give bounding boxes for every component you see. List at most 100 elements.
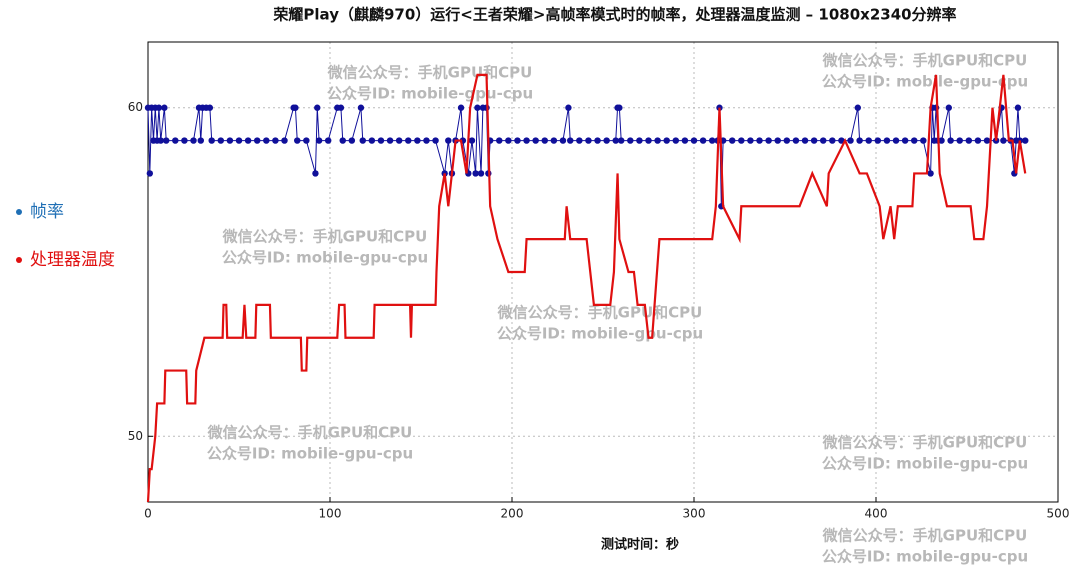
watermark: 公众号ID: mobile-gpu-cpu xyxy=(327,85,533,103)
data-point xyxy=(690,137,698,144)
data-point xyxy=(603,137,610,144)
data-point xyxy=(303,137,310,144)
data-point xyxy=(612,137,619,144)
data-point xyxy=(423,137,430,144)
data-point xyxy=(810,137,818,144)
data-point xyxy=(157,137,164,144)
data-point xyxy=(472,170,479,177)
data-point xyxy=(920,137,927,144)
y-tick-label: 50 xyxy=(128,429,143,443)
data-point xyxy=(1014,104,1022,111)
x-tick-label: 300 xyxy=(683,507,706,521)
x-tick-label: 200 xyxy=(501,507,524,521)
data-point xyxy=(738,137,745,144)
data-point xyxy=(368,137,376,144)
data-point xyxy=(974,137,982,144)
data-point xyxy=(1022,137,1029,144)
data-point xyxy=(838,137,845,144)
watermark: 微信公众号：手机GPU和CPU xyxy=(327,64,533,82)
x-tick-label: 100 xyxy=(319,507,342,521)
legend-label: 处理器温度 xyxy=(30,250,115,270)
watermark: 微信公众号：手机GPU和CPU xyxy=(822,52,1028,70)
data-point xyxy=(496,137,503,144)
watermark: 微信公众号：手机GPU和CPU xyxy=(222,228,428,246)
data-point xyxy=(505,137,512,144)
data-point xyxy=(792,137,800,144)
data-point xyxy=(532,137,539,144)
data-point xyxy=(294,137,301,144)
data-point xyxy=(865,137,872,144)
watermark: 公众号ID: mobile-gpu-cpu xyxy=(822,548,1028,566)
data-point xyxy=(576,137,583,144)
data-point xyxy=(892,137,900,144)
data-point xyxy=(663,137,670,144)
data-point xyxy=(541,137,548,144)
data-point xyxy=(645,137,652,144)
data-point xyxy=(847,137,854,144)
legend-marker xyxy=(16,209,22,215)
data-point xyxy=(729,137,736,144)
data-point xyxy=(432,137,439,144)
data-point xyxy=(190,137,197,144)
data-point xyxy=(618,137,625,144)
data-point xyxy=(172,137,179,144)
data-point xyxy=(474,104,481,111)
data-point xyxy=(616,104,623,111)
data-point xyxy=(783,137,791,144)
legend-marker xyxy=(16,257,22,263)
x-tick-label: 0 xyxy=(144,507,152,521)
x-axis-label: 测试时间：秒 xyxy=(601,537,679,553)
data-point xyxy=(235,137,243,144)
data-point xyxy=(901,137,909,144)
data-point xyxy=(208,137,215,144)
data-point xyxy=(315,137,323,144)
data-point xyxy=(414,137,421,144)
data-point xyxy=(1000,137,1007,144)
watermark: 公众号ID: mobile-gpu-cpu xyxy=(222,249,428,267)
data-point xyxy=(477,170,485,177)
data-point xyxy=(163,137,170,144)
x-tick-label: 400 xyxy=(865,507,888,521)
data-point xyxy=(774,137,781,144)
data-point xyxy=(801,137,809,144)
data-point xyxy=(405,137,412,144)
data-point xyxy=(197,137,204,144)
data-point xyxy=(263,137,270,144)
data-point xyxy=(457,104,465,111)
data-point xyxy=(965,137,973,144)
data-point xyxy=(146,170,154,177)
data-point xyxy=(747,137,754,144)
data-point xyxy=(672,137,679,144)
data-point xyxy=(874,137,882,144)
data-point xyxy=(820,137,827,144)
data-point xyxy=(244,137,252,144)
data-point xyxy=(292,104,299,111)
data-point xyxy=(559,137,567,144)
data-point xyxy=(947,137,954,144)
data-point xyxy=(565,104,572,111)
data-point xyxy=(281,137,288,144)
data-point xyxy=(206,104,214,111)
data-point xyxy=(254,137,261,144)
watermark: 微信公众号：手机GPU和CPU xyxy=(497,304,703,322)
watermark: 微信公众号：手机GPU和CPU xyxy=(822,434,1028,452)
watermark: 公众号ID: mobile-gpu-cpu xyxy=(207,445,413,463)
data-point xyxy=(337,104,345,111)
data-point xyxy=(377,137,385,144)
data-point xyxy=(514,137,521,144)
x-tick-label: 500 xyxy=(1047,507,1070,521)
data-point xyxy=(312,170,319,177)
data-point xyxy=(699,137,707,144)
data-point xyxy=(945,104,952,111)
watermark: 公众号ID: mobile-gpu-cpu xyxy=(497,325,703,343)
data-point xyxy=(765,137,772,144)
data-point xyxy=(357,104,365,111)
plot-frame xyxy=(147,41,1059,503)
data-point xyxy=(983,137,991,144)
watermark: 微信公众号：手机GPU和CPU xyxy=(207,424,413,442)
watermark: 公众号ID: mobile-gpu-cpu xyxy=(822,73,1028,91)
y-tick-label: 60 xyxy=(128,100,143,114)
data-point xyxy=(324,137,332,144)
legend-label: 帧率 xyxy=(30,202,64,222)
data-point xyxy=(550,137,558,144)
